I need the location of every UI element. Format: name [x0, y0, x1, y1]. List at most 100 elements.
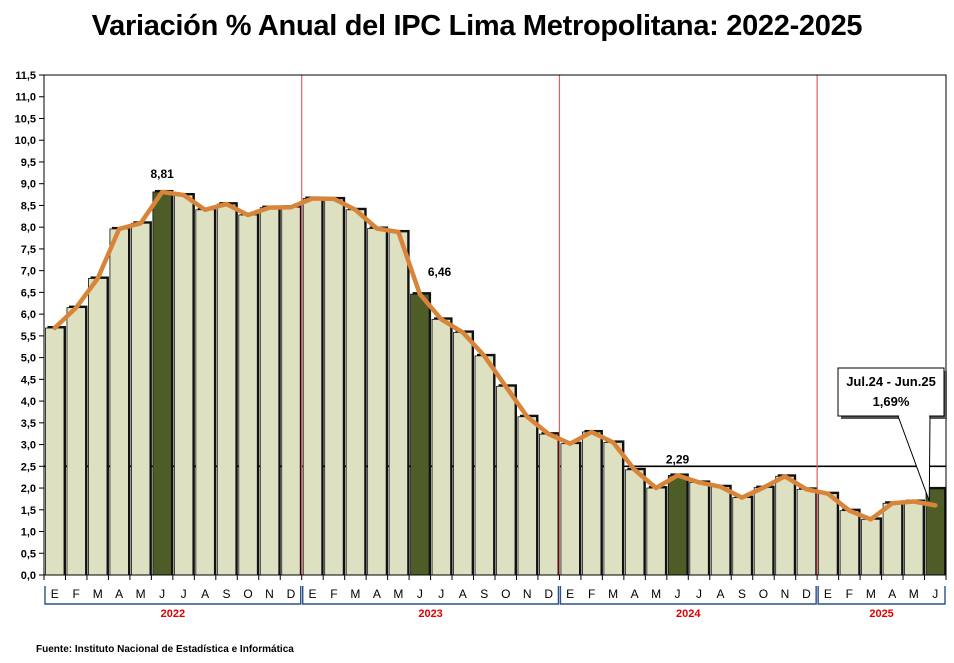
x-tick-label: O [759, 587, 768, 601]
year-bracket [44, 586, 302, 605]
bar [925, 488, 945, 576]
bar [646, 487, 666, 576]
x-tick-label: D [287, 587, 296, 601]
y-tick-label: 6,5 [21, 287, 36, 299]
x-tick-label: F [846, 587, 853, 601]
bar [474, 355, 494, 576]
bar [796, 488, 817, 576]
labels-layer: 8,81 6,46 2,29 Jul.24 - Jun.25 1,69% [150, 167, 947, 502]
x-tick-label: N [781, 587, 790, 601]
bar [710, 486, 731, 576]
y-tick-label: 7,0 [21, 266, 36, 278]
y-tick-label: 5,5 [21, 331, 36, 343]
year-bracket [302, 586, 560, 605]
callout-line2: 1,69% [873, 394, 910, 409]
x-tick-label: S [480, 587, 488, 601]
x-tick-label: J [696, 587, 702, 601]
x-tick-label: M [93, 587, 103, 601]
bar [882, 502, 902, 576]
bar [388, 231, 409, 576]
bar [453, 331, 473, 576]
data-label: 6,46 [428, 265, 452, 279]
bar [109, 228, 129, 576]
bar [345, 209, 366, 576]
x-tick-label: J [438, 587, 444, 601]
y-tick-label: 7,5 [21, 244, 36, 256]
y-tick-label: 10,0 [15, 135, 36, 147]
x-tick-label: A [716, 587, 724, 601]
y-tick-label: 10,5 [15, 113, 36, 125]
year-label: 2022 [161, 608, 185, 620]
x-tick-label: E [566, 587, 574, 601]
bar [624, 469, 645, 576]
x-tick-label: D [544, 587, 553, 601]
y-tick-label: 9,0 [21, 179, 36, 191]
x-tick-label: F [330, 587, 337, 601]
bar [689, 481, 709, 576]
year-label: 2023 [418, 608, 442, 620]
bar [367, 228, 387, 576]
bar [667, 475, 688, 576]
x-tick-label: M [651, 587, 661, 601]
y-tick-label: 1,5 [21, 505, 36, 517]
y-tick-label: 8,5 [21, 200, 36, 212]
x-tick-label: A [115, 587, 123, 601]
bar [818, 493, 838, 576]
y-tick-label: 0,0 [21, 570, 36, 582]
y-tick-label: 9,5 [21, 157, 36, 169]
x-tick-label: M [136, 587, 146, 601]
bar [753, 487, 774, 576]
y-tick-label: 2,0 [21, 483, 36, 495]
x-tick-label: M [608, 587, 618, 601]
x-tick-label: M [866, 587, 876, 601]
bar [88, 278, 108, 576]
bar [281, 206, 301, 576]
bar [130, 222, 151, 576]
x-tick-label: O [501, 587, 510, 601]
bar [517, 416, 537, 576]
x-tick-label: M [350, 587, 360, 601]
axes-layer: 0,0 0,5 1,0 1,5 2,0 2,5 3,0 3,5 4,0 4,5 5,0 5,5 6,0 6… [15, 70, 947, 620]
bars-layer [45, 189, 947, 576]
x-tick-label: J [181, 587, 187, 601]
x-tick-label: A [459, 587, 467, 601]
x-tick-label: E [308, 587, 316, 601]
x-tick-label: A [373, 587, 381, 601]
y-tick-label: 11,0 [15, 92, 36, 104]
y-tick-label: 11,5 [15, 70, 36, 82]
bar [302, 198, 323, 576]
bar [539, 433, 559, 576]
bar [496, 385, 516, 576]
data-label: 8,81 [150, 167, 174, 181]
line-layer [52, 189, 938, 522]
x-tick-label: N [523, 587, 532, 601]
callout-pointer [897, 415, 931, 502]
y-tick-label: 3,5 [21, 418, 36, 430]
bar [173, 194, 194, 576]
bar [732, 497, 752, 576]
bar [861, 518, 881, 576]
year-label: 2024 [676, 608, 701, 620]
bar [259, 207, 280, 576]
bar [410, 293, 430, 576]
x-tick-label: J [417, 587, 423, 601]
bar [581, 431, 602, 576]
bar [195, 209, 215, 576]
x-tick-label: E [51, 587, 59, 601]
series-line [52, 189, 938, 522]
year-bracket [817, 586, 946, 605]
callout-box [837, 367, 945, 417]
y-tick-label: 1,0 [21, 527, 36, 539]
x-tick-label: A [631, 587, 639, 601]
source-note: Fuente: Instituto Nacional de Estadístic… [36, 644, 294, 655]
bar [324, 198, 344, 576]
x-tick-label: M [909, 587, 919, 601]
bar [216, 203, 237, 576]
bar [904, 501, 924, 576]
x-tick-label: A [888, 587, 896, 601]
x-tick-label: F [73, 587, 80, 601]
bar [45, 327, 65, 576]
y-tick-label: 2,5 [21, 461, 36, 473]
bar [775, 475, 795, 576]
y-tick-label: 8,0 [21, 222, 36, 234]
